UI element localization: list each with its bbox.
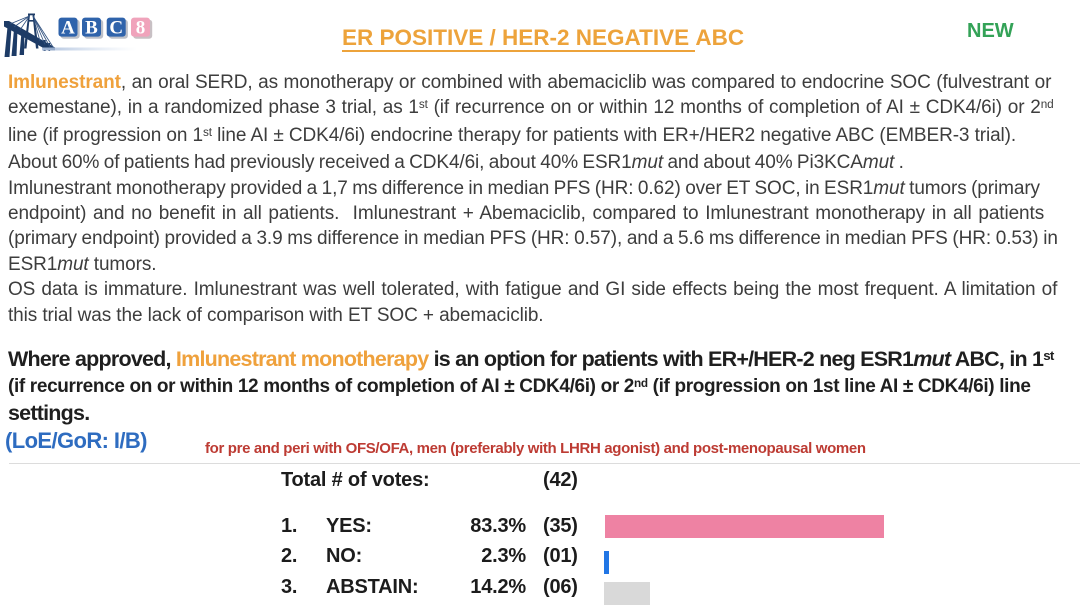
svg-text:C: C bbox=[109, 17, 123, 38]
svg-text:A: A bbox=[61, 17, 75, 38]
svg-text:B: B bbox=[85, 17, 98, 38]
svg-text:8: 8 bbox=[136, 17, 146, 38]
